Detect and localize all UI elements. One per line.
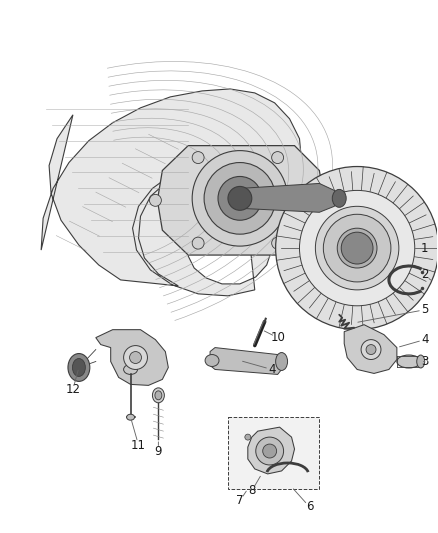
Circle shape	[361, 340, 381, 360]
Text: 3: 3	[421, 355, 428, 368]
Ellipse shape	[127, 414, 134, 420]
Ellipse shape	[332, 189, 346, 207]
Circle shape	[130, 352, 141, 364]
Circle shape	[149, 195, 161, 206]
Ellipse shape	[417, 355, 425, 368]
FancyBboxPatch shape	[228, 417, 319, 489]
Text: 5: 5	[421, 303, 428, 316]
Circle shape	[192, 237, 204, 249]
Circle shape	[204, 163, 276, 234]
Text: 4: 4	[268, 363, 276, 376]
Polygon shape	[96, 330, 168, 385]
Circle shape	[337, 228, 377, 268]
Polygon shape	[210, 348, 282, 375]
Circle shape	[276, 166, 438, 330]
Ellipse shape	[205, 354, 219, 367]
Circle shape	[341, 232, 373, 264]
Circle shape	[228, 187, 252, 211]
Text: 1: 1	[421, 241, 428, 255]
Ellipse shape	[397, 355, 421, 368]
Text: 8: 8	[248, 484, 255, 497]
Polygon shape	[248, 427, 294, 474]
Polygon shape	[41, 89, 307, 296]
Circle shape	[192, 151, 204, 164]
Ellipse shape	[276, 352, 288, 370]
Circle shape	[314, 195, 325, 206]
Ellipse shape	[155, 391, 162, 400]
Ellipse shape	[124, 365, 138, 375]
Ellipse shape	[152, 388, 164, 403]
Ellipse shape	[72, 359, 85, 376]
Circle shape	[315, 206, 399, 290]
Text: 7: 7	[236, 494, 244, 507]
Text: 11: 11	[131, 439, 146, 451]
Text: 10: 10	[270, 331, 285, 344]
Text: 9: 9	[155, 445, 162, 457]
Circle shape	[366, 345, 376, 354]
Circle shape	[245, 434, 251, 440]
Polygon shape	[344, 325, 397, 374]
Text: 12: 12	[65, 383, 81, 396]
Ellipse shape	[68, 353, 90, 382]
Circle shape	[256, 437, 283, 465]
Circle shape	[272, 151, 283, 164]
Polygon shape	[157, 146, 324, 255]
Circle shape	[218, 176, 262, 220]
Circle shape	[300, 190, 415, 306]
Circle shape	[323, 214, 391, 282]
Circle shape	[192, 151, 288, 246]
Circle shape	[272, 237, 283, 249]
Circle shape	[263, 444, 277, 458]
Circle shape	[124, 345, 148, 369]
Text: 2: 2	[421, 269, 428, 281]
Text: 4: 4	[421, 333, 428, 346]
Text: 6: 6	[306, 500, 313, 513]
Polygon shape	[240, 183, 339, 212]
